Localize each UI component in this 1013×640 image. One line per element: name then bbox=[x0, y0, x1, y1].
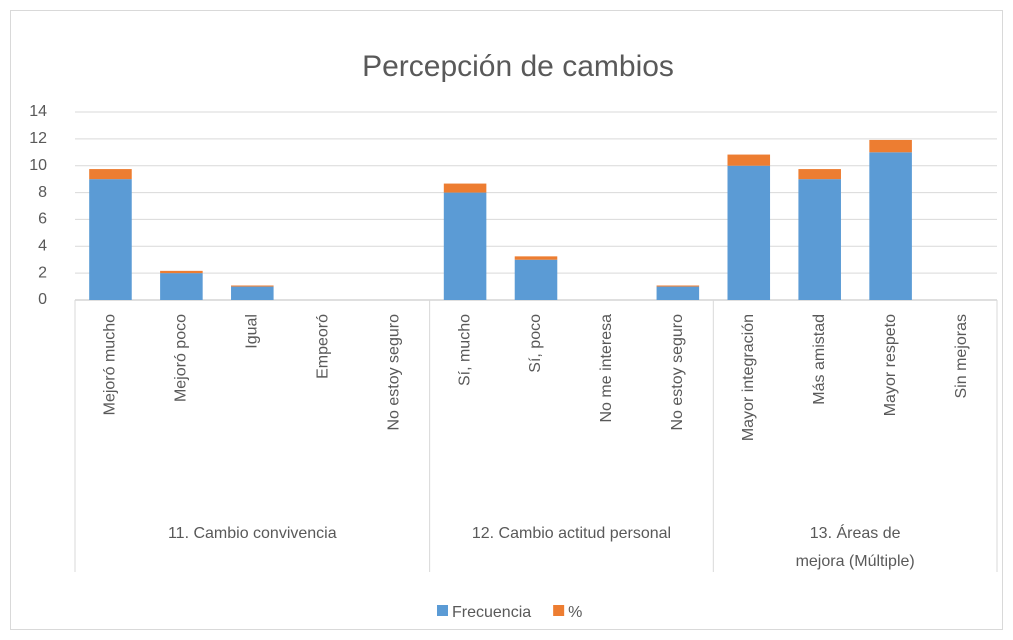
bar-segment bbox=[798, 169, 841, 180]
bar-segment bbox=[231, 286, 274, 300]
x-tick-label: Mejoró poco bbox=[173, 314, 190, 402]
group-label: 12. Cambio actitud personal bbox=[472, 525, 671, 542]
bar-segment bbox=[89, 179, 132, 300]
x-tick-label: Sin mejoras bbox=[953, 314, 970, 398]
group-label: 11. Cambio convivencia bbox=[168, 525, 337, 542]
x-tick-label: Mayor integración bbox=[740, 314, 757, 441]
bar-segment bbox=[89, 169, 132, 180]
bar-segment bbox=[443, 183, 487, 193]
x-tick-label: Sí, poco bbox=[527, 314, 544, 373]
x-tick-label: Empeoró bbox=[314, 314, 331, 379]
x-tick-label: No estoy seguro bbox=[669, 314, 686, 431]
legend-swatch bbox=[437, 605, 448, 616]
group-label: 13. Áreas de mejora (Múltiple) bbox=[796, 523, 915, 570]
bar-segment bbox=[231, 285, 274, 287]
y-tick-label: 6 bbox=[38, 211, 47, 228]
x-tick-label: Mejoró mucho bbox=[102, 314, 119, 415]
y-tick-label: 8 bbox=[38, 184, 47, 201]
x-tick-label: Sí, mucho bbox=[456, 314, 473, 386]
x-tick-label: Más amistad bbox=[811, 314, 828, 405]
bar-segment bbox=[727, 165, 771, 300]
bar-segment bbox=[869, 152, 912, 300]
y-tick-label: 12 bbox=[29, 130, 47, 147]
bar-segment bbox=[160, 270, 203, 274]
y-tick-label: 10 bbox=[29, 157, 47, 174]
bar-segment bbox=[514, 259, 558, 300]
bar-segment bbox=[656, 286, 700, 300]
bar-segment bbox=[443, 192, 487, 300]
legend-label: % bbox=[568, 604, 582, 621]
x-tick-label: Mayor respeto bbox=[882, 314, 899, 416]
x-tick-label: Igual bbox=[244, 314, 261, 349]
x-tick-label: No estoy seguro bbox=[385, 314, 402, 431]
bar-segment bbox=[160, 273, 203, 300]
legend-swatch bbox=[553, 605, 565, 616]
bar-segment bbox=[727, 154, 771, 166]
y-tick-label: 0 bbox=[38, 291, 47, 308]
bar-segment bbox=[798, 179, 841, 300]
x-tick-label: No me interesa bbox=[598, 314, 615, 423]
bar-segment bbox=[514, 256, 558, 260]
chart-title: Percepción de cambios bbox=[362, 50, 674, 83]
chart-frame bbox=[10, 10, 1003, 630]
y-tick-label: 14 bbox=[29, 103, 47, 120]
bar-segment bbox=[656, 285, 700, 287]
bar-segment bbox=[869, 139, 912, 153]
y-tick-label: 2 bbox=[38, 264, 47, 281]
legend-label: Frecuencia bbox=[452, 604, 531, 621]
y-tick-label: 4 bbox=[38, 238, 47, 255]
